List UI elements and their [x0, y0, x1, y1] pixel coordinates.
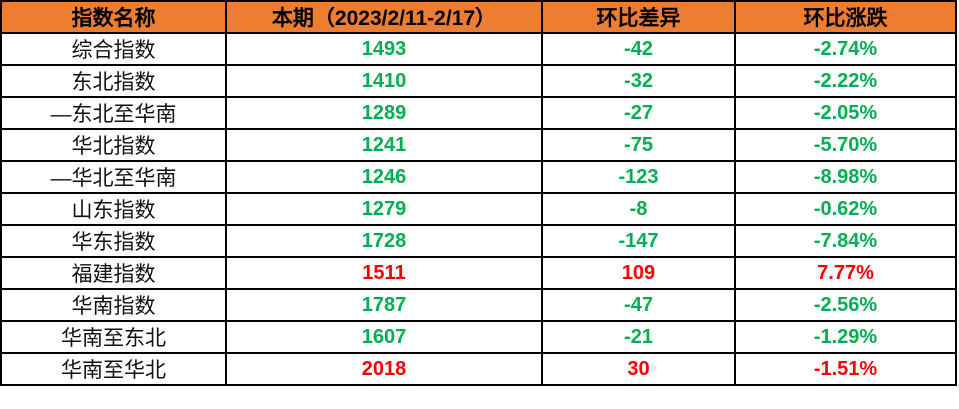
index-name-cell: 华南指数 [0, 288, 227, 322]
column-header-index-name: 指数名称 [0, 0, 227, 34]
pct-value-cell: -2.56% [734, 288, 957, 322]
pct-value-cell: -8.98% [734, 160, 957, 194]
table-row: 华南至东北 1607 -21 -1.29% [0, 320, 957, 354]
current-value-cell: 1279 [225, 192, 543, 226]
table-row: —华北至华南 1246 -123 -8.98% [0, 160, 957, 194]
pct-value-cell: -2.74% [734, 32, 957, 66]
diff-value-cell: -47 [541, 288, 736, 322]
diff-value-cell: -21 [541, 320, 736, 354]
pct-value-cell: -0.62% [734, 192, 957, 226]
index-name-cell: —华北至华南 [0, 160, 227, 194]
pct-value-cell: -1.51% [734, 352, 957, 386]
index-name-cell: 华北指数 [0, 128, 227, 162]
diff-value-cell: -147 [541, 224, 736, 258]
current-value-cell: 1607 [225, 320, 543, 354]
diff-value-cell: -123 [541, 160, 736, 194]
current-value-cell: 1787 [225, 288, 543, 322]
column-header-diff: 环比差异 [541, 0, 736, 34]
current-value-cell: 1410 [225, 64, 543, 98]
index-name-cell: 山东指数 [0, 192, 227, 226]
diff-value-cell: 109 [541, 256, 736, 290]
table-row: 华东指数 1728 -147 -7.84% [0, 224, 957, 258]
table-row: 华南指数 1787 -47 -2.56% [0, 288, 957, 322]
current-value-cell: 1728 [225, 224, 543, 258]
diff-value-cell: -75 [541, 128, 736, 162]
table-row: 东北指数 1410 -32 -2.22% [0, 64, 957, 98]
diff-value-cell: -8 [541, 192, 736, 226]
table-header: 指数名称 本期（2023/2/11-2/17） 环比差异 环比涨跌 [0, 0, 957, 34]
index-name-cell: 东北指数 [0, 64, 227, 98]
pct-value-cell: -1.29% [734, 320, 957, 354]
table-row: 山东指数 1279 -8 -0.62% [0, 192, 957, 226]
current-value-cell: 2018 [225, 352, 543, 386]
table-row: 综合指数 1493 -42 -2.74% [0, 32, 957, 66]
diff-value-cell: -42 [541, 32, 736, 66]
column-header-current-period: 本期（2023/2/11-2/17） [225, 0, 543, 34]
column-header-pct-change: 环比涨跌 [734, 0, 957, 34]
current-value-cell: 1511 [225, 256, 543, 290]
diff-value-cell: -32 [541, 64, 736, 98]
index-name-cell: —东北至华南 [0, 96, 227, 130]
table-row: 华北指数 1241 -75 -5.70% [0, 128, 957, 162]
index-name-cell: 福建指数 [0, 256, 227, 290]
table-body: 综合指数 1493 -42 -2.74% 东北指数 1410 -32 -2.22… [0, 32, 957, 386]
index-name-cell: 华东指数 [0, 224, 227, 258]
freight-index-table: 指数名称 本期（2023/2/11-2/17） 环比差异 环比涨跌 综合指数 1… [0, 0, 957, 386]
pct-value-cell: 7.77% [734, 256, 957, 290]
diff-value-cell: -27 [541, 96, 736, 130]
current-value-cell: 1246 [225, 160, 543, 194]
index-name-cell: 综合指数 [0, 32, 227, 66]
pct-value-cell: -5.70% [734, 128, 957, 162]
diff-value-cell: 30 [541, 352, 736, 386]
pct-value-cell: -7.84% [734, 224, 957, 258]
pct-value-cell: -2.05% [734, 96, 957, 130]
table-row: 福建指数 1511 109 7.77% [0, 256, 957, 290]
pct-value-cell: -2.22% [734, 64, 957, 98]
header-row: 指数名称 本期（2023/2/11-2/17） 环比差异 环比涨跌 [0, 0, 957, 34]
index-name-cell: 华南至华北 [0, 352, 227, 386]
table-row: 华南至华北 2018 30 -1.51% [0, 352, 957, 386]
current-value-cell: 1289 [225, 96, 543, 130]
index-name-cell: 华南至东北 [0, 320, 227, 354]
table-row: —东北至华南 1289 -27 -2.05% [0, 96, 957, 130]
current-value-cell: 1241 [225, 128, 543, 162]
current-value-cell: 1493 [225, 32, 543, 66]
